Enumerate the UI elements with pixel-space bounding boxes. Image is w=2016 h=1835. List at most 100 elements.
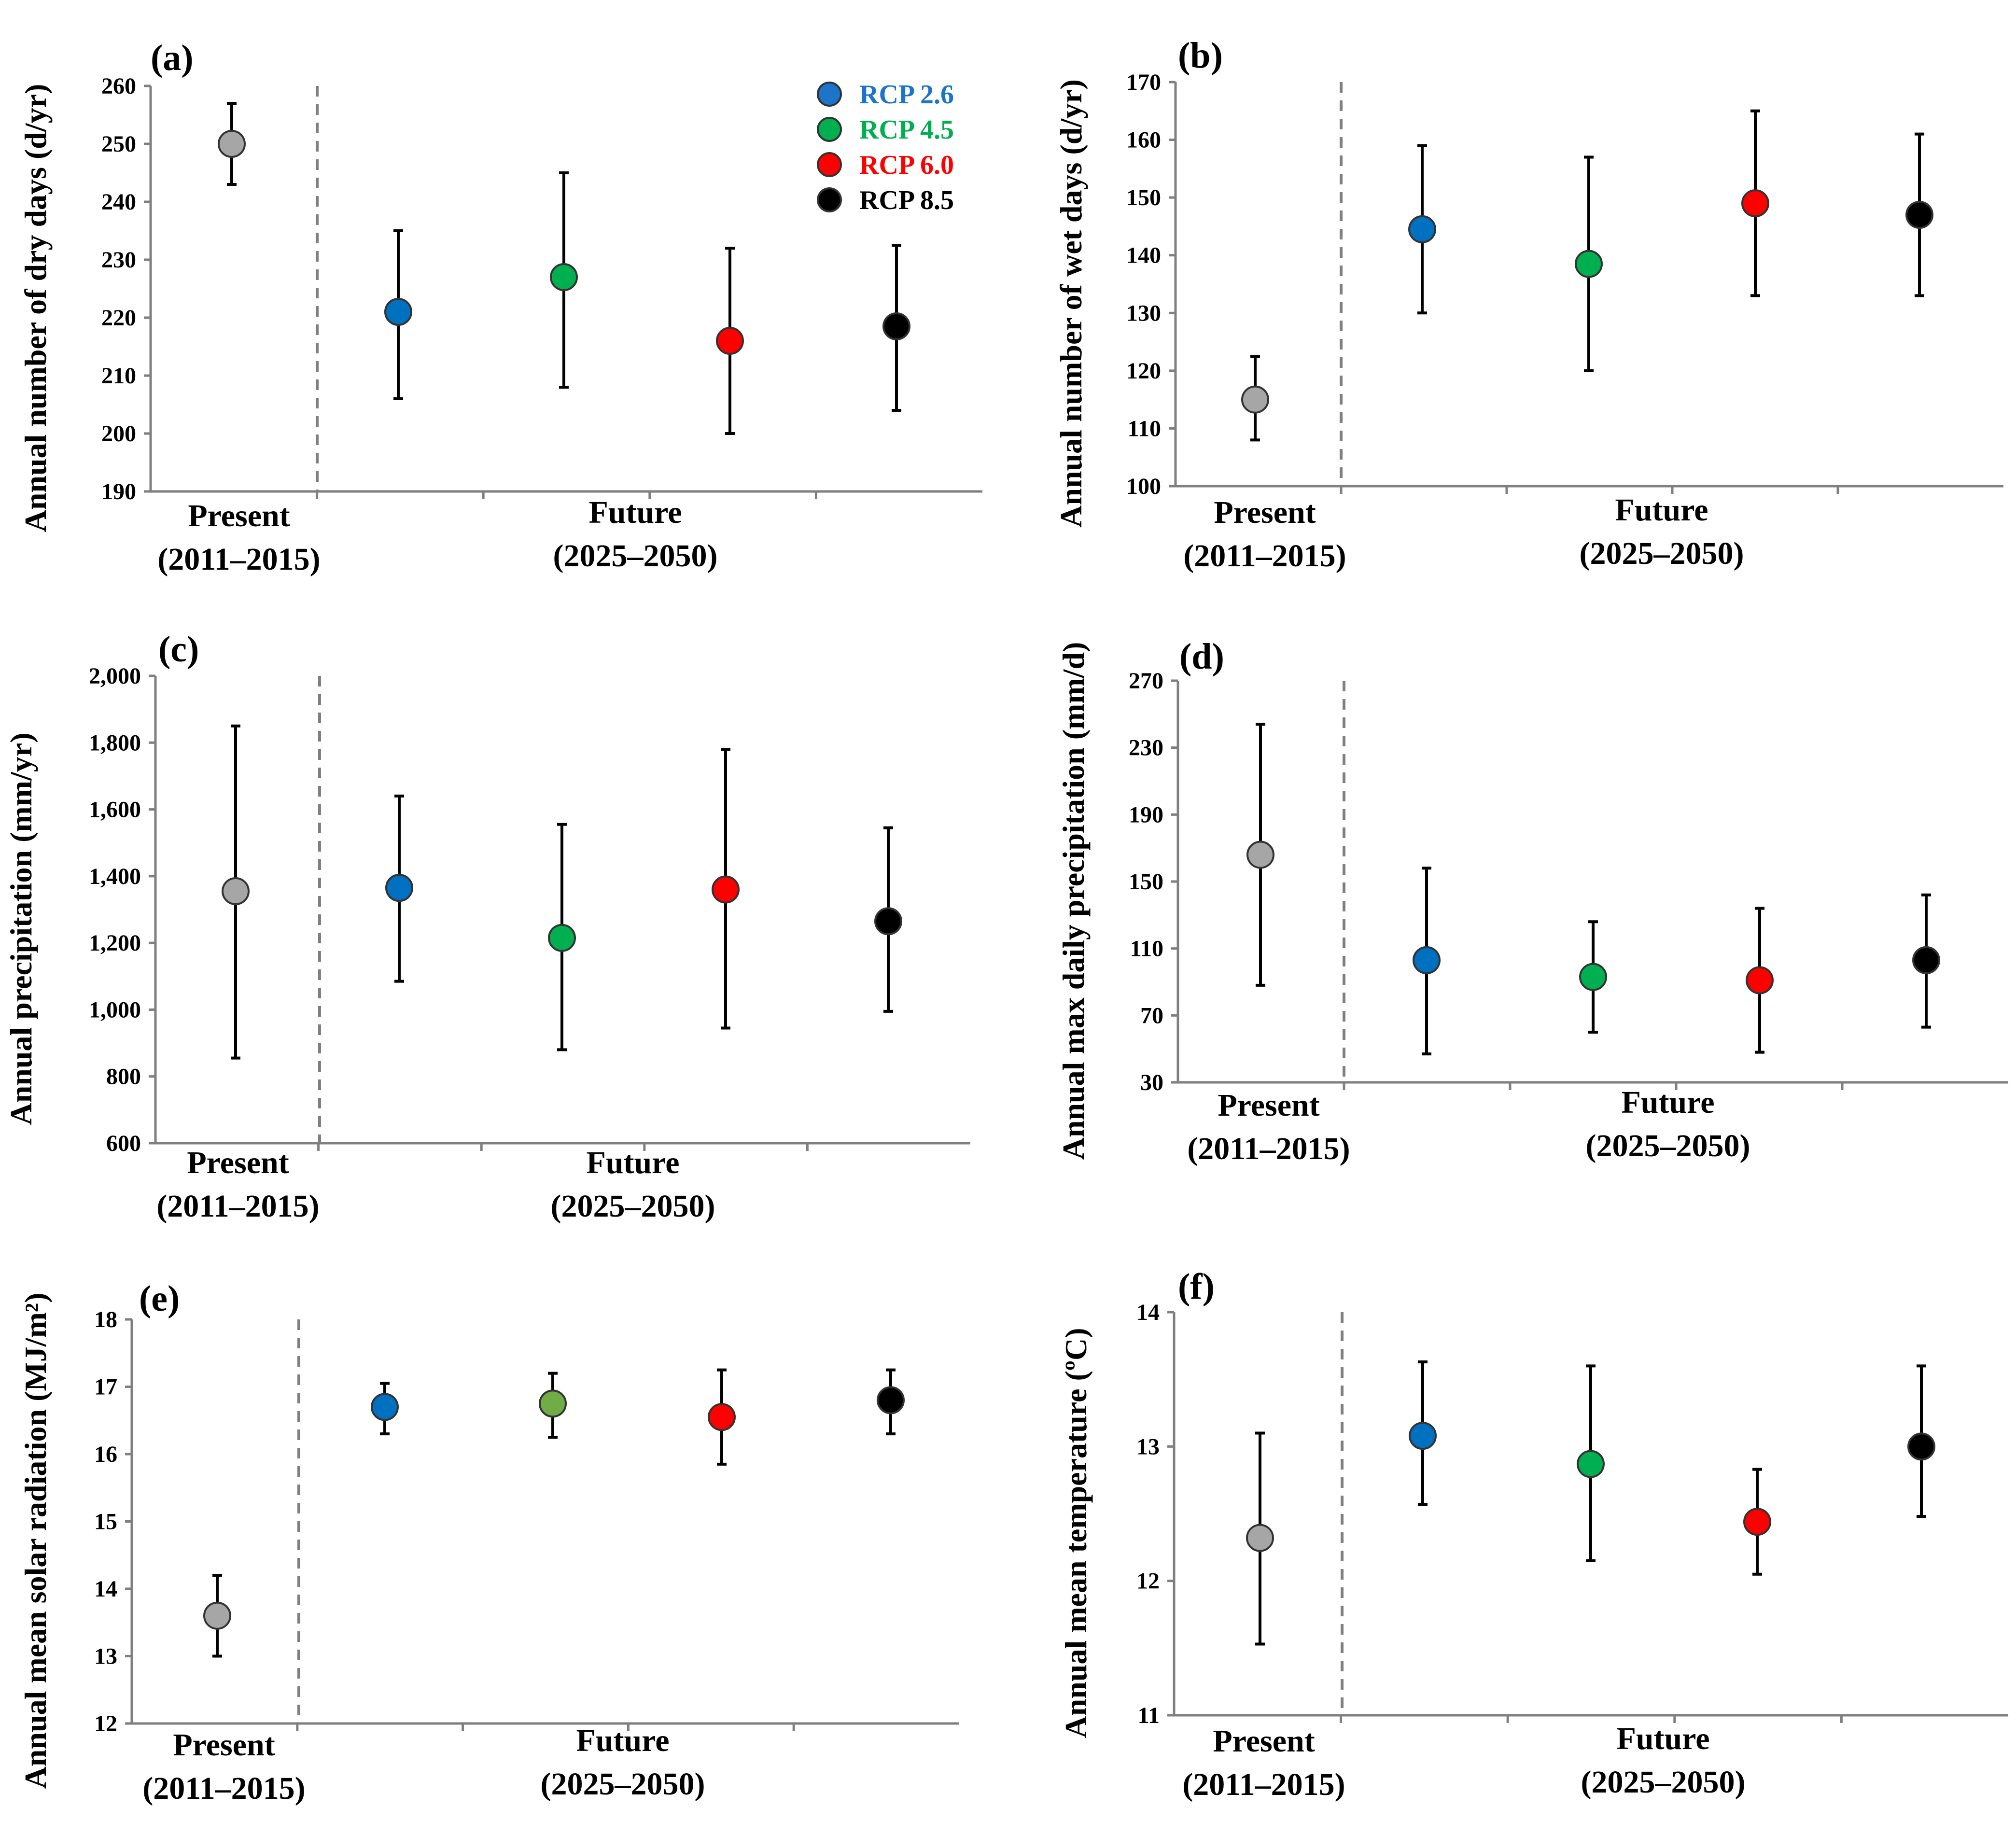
- y-tick-label: 250: [101, 131, 136, 157]
- point-rcp85: [1905, 201, 1933, 229]
- y-axis-label: Annual mean solar radiation (MJ/m²): [18, 1293, 53, 1789]
- y-tick-label: 11: [1138, 1703, 1160, 1728]
- category-label-present-years: (2011–2015): [1187, 1131, 1350, 1166]
- y-tick-label: 15: [94, 1509, 117, 1535]
- category-label-future: Future: [1616, 1721, 1709, 1756]
- point-rcp26: [371, 1393, 399, 1421]
- panel-e: 12 13 14 15 16 17 18 Present (2011–2015) Future (2…: [18, 1278, 959, 1806]
- y-tick-label: 14: [94, 1576, 117, 1602]
- point-rcp60: [1743, 1508, 1771, 1536]
- category-label-future: Future: [588, 495, 682, 530]
- category-label-present-years: (2011–2015): [156, 1189, 319, 1224]
- y-tick-label: 150: [1129, 869, 1163, 895]
- panel-label: (c): [158, 629, 199, 670]
- y-tick-label: 110: [1130, 936, 1163, 962]
- y-tick-label: 150: [1126, 185, 1161, 210]
- category-label-future-years: (2025–2050): [551, 1189, 715, 1224]
- point-rcp85: [1907, 1432, 1935, 1461]
- point-rcp26: [1408, 215, 1436, 243]
- category-label-present-years: (2011–2015): [142, 1771, 305, 1806]
- point-rcp26: [1409, 1422, 1437, 1450]
- point-present: [222, 877, 250, 905]
- y-tick-label: 16: [94, 1442, 117, 1467]
- y-tick-label: 120: [1126, 358, 1161, 384]
- y-tick-label: 14: [1136, 1300, 1160, 1325]
- y-tick-label: 170: [1126, 70, 1161, 95]
- y-axis-label: Annual number of wet days (d/yr): [1054, 79, 1088, 528]
- y-tick-label: 100: [1126, 474, 1161, 499]
- y-tick-label: 160: [1126, 127, 1161, 153]
- category-label-future-years: (2025–2050): [1580, 536, 1744, 571]
- category-label-present-years: (2011–2015): [157, 542, 320, 577]
- y-tick-label: 230: [101, 247, 136, 273]
- point-rcp60: [708, 1403, 736, 1431]
- category-label-future-years: (2025–2050): [553, 538, 718, 574]
- y-tick-label: 210: [101, 363, 136, 389]
- panel-label: (b): [1178, 35, 1223, 76]
- legend-marker-rcp85: [817, 187, 842, 212]
- legend-label-rcp85: RCP 8.5: [859, 185, 954, 215]
- point-rcp45: [1575, 250, 1603, 278]
- point-rcp60: [712, 875, 740, 904]
- y-tick-label: 110: [1128, 416, 1161, 441]
- category-label-present: Present: [187, 1145, 289, 1180]
- point-rcp45: [548, 924, 576, 952]
- category-label-present-years: (2011–2015): [1183, 538, 1346, 574]
- point-rcp26: [385, 874, 413, 902]
- category-label-future-years: (2025–2050): [1586, 1128, 1750, 1163]
- legend: RCP 2.6 RCP 4.5 RCP 6.0 RCP 8.5: [817, 80, 954, 215]
- y-tick-label: 140: [1126, 243, 1161, 268]
- panel-label: (d): [1179, 636, 1224, 677]
- category-label-present: Present: [173, 1727, 275, 1763]
- legend-label-rcp45: RCP 4.5: [859, 115, 954, 145]
- legend-label-rcp26: RCP 2.6: [859, 80, 954, 110]
- y-tick-label: 240: [101, 189, 136, 215]
- point-rcp85: [1912, 946, 1940, 974]
- y-axis-label: Annual precipitation (mm/yr): [4, 732, 38, 1125]
- category-label-future: Future: [1621, 1085, 1714, 1120]
- y-tick-label: 30: [1140, 1070, 1163, 1095]
- legend-marker-rcp26: [817, 82, 842, 107]
- y-tick-label: 13: [94, 1644, 117, 1669]
- point-rcp45: [550, 263, 578, 291]
- y-tick-label: 1,200: [89, 930, 141, 956]
- category-label-present: Present: [1218, 1088, 1319, 1123]
- panel-a: 190 200 210 220 230 240 250 260 Present (2011–201…: [18, 38, 982, 577]
- panel-f: 11 12 13 14 Present (2011–2015) Future (2025–20…: [1059, 1266, 2008, 1802]
- y-tick-label: 130: [1126, 300, 1161, 326]
- panel-label: (e): [139, 1278, 180, 1319]
- y-axis-label: Annual number of dry days (d/yr): [18, 84, 53, 532]
- category-label-future-years: (2025–2050): [1581, 1765, 1746, 1800]
- category-label-present: Present: [1214, 495, 1316, 530]
- point-present: [1246, 1524, 1274, 1552]
- point-rcp85: [877, 1386, 905, 1415]
- y-tick-label: 190: [101, 479, 136, 504]
- category-label-future-years: (2025–2050): [541, 1766, 705, 1802]
- point-rcp45: [539, 1389, 567, 1418]
- y-tick-label: 270: [1129, 668, 1163, 694]
- point-present: [1246, 840, 1274, 869]
- point-rcp85: [874, 907, 902, 936]
- category-label-future: Future: [576, 1723, 669, 1758]
- point-present: [203, 1601, 231, 1630]
- point-rcp45: [1579, 963, 1607, 991]
- point-present: [218, 130, 246, 158]
- panel-c: 600 800 1,000 1,200 1,400 1,600 1,800 2,000 Pres…: [4, 629, 970, 1224]
- y-tick-label: 1,000: [89, 997, 141, 1023]
- panel-label: (a): [151, 38, 194, 78]
- y-tick-label: 13: [1136, 1434, 1160, 1459]
- y-tick-label: 17: [94, 1374, 117, 1400]
- y-tick-label: 190: [1129, 802, 1163, 827]
- point-rcp26: [384, 298, 412, 326]
- point-rcp60: [1746, 966, 1774, 995]
- legend-marker-rcp60: [817, 152, 842, 177]
- y-tick-label: 230: [1129, 735, 1163, 761]
- y-tick-label: 600: [106, 1131, 141, 1156]
- point-present: [1241, 385, 1269, 414]
- category-label-present: Present: [188, 498, 290, 533]
- category-label-present-years: (2011–2015): [1182, 1767, 1345, 1802]
- y-tick-label: 260: [101, 73, 136, 99]
- panel-label: (f): [1178, 1266, 1215, 1307]
- y-tick-label: 1,800: [89, 730, 141, 756]
- point-rcp26: [1413, 946, 1441, 974]
